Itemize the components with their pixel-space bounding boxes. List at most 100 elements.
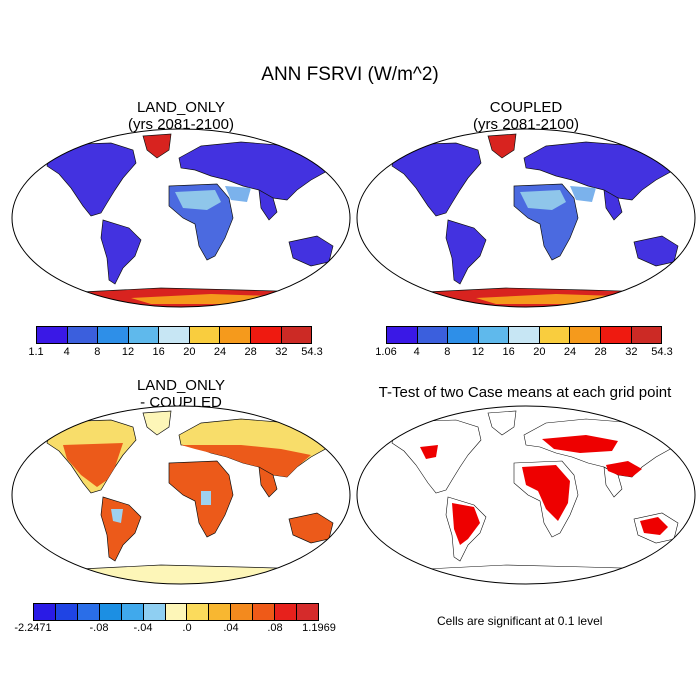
significant-cells-eurasia <box>542 435 618 453</box>
coupled-title-line2: (yrs 2081-2100) <box>473 116 579 133</box>
colorbar-tick-label: .0 <box>182 622 192 634</box>
colorbar-tick-label: 1.1 <box>28 346 44 358</box>
colorbar-swatch <box>121 604 144 620</box>
eurasia-landmass <box>178 141 330 201</box>
significant-cells-australia <box>640 517 668 535</box>
land-only-colorbar-labels: 1.1 4 8 12 16 20 24 28 32 54.3 <box>28 346 322 360</box>
south-america-landmass <box>100 496 142 562</box>
colorbar-swatch <box>67 327 99 343</box>
colorbar-swatch <box>37 327 68 343</box>
greenland-landmass <box>142 133 172 159</box>
colorbar-swatch <box>275 604 298 620</box>
arabia-region <box>570 186 596 202</box>
south-america-outline <box>445 496 487 562</box>
colorbar-swatch <box>281 327 312 343</box>
colorbar-swatch <box>448 327 479 343</box>
significant-cells-south-america <box>452 503 480 545</box>
difference-title-line1: LAND_ONLY <box>136 377 226 394</box>
colorbar-swatch <box>165 604 188 620</box>
colorbar-tick-label: 28 <box>244 346 257 358</box>
colorbar-tick-label: .04 <box>223 622 239 634</box>
colorbar-tick-label: 4 <box>63 346 70 358</box>
land-only-title: LAND_ONLY (yrs 2081-2100) <box>81 99 281 133</box>
significant-cells-south-asia <box>606 461 642 477</box>
north-america-south-region <box>63 443 123 487</box>
colorbar-tick-label: -.04 <box>133 622 153 634</box>
antarctica-inner-region <box>476 294 616 304</box>
africa-light-patch <box>201 491 211 505</box>
map-border <box>356 128 696 308</box>
land-only-colorbar <box>36 326 312 344</box>
colorbar-swatch <box>600 327 632 343</box>
colorbar-swatch <box>387 327 418 343</box>
north-america-landmass <box>46 142 137 217</box>
colorbar-tick-label: 12 <box>471 346 485 358</box>
south-america-landmass <box>100 219 142 285</box>
colorbar-swatch <box>187 604 210 620</box>
colorbar-tick-label: 20 <box>533 346 546 358</box>
map-border <box>11 405 351 585</box>
arabia-region <box>225 186 251 202</box>
map-background <box>357 406 695 584</box>
south-asia-landmass <box>258 189 278 221</box>
eurasia-south-region <box>181 445 311 477</box>
colorbar-swatch <box>509 327 540 343</box>
colorbar-tick-label: -.08 <box>89 622 109 634</box>
south-america-landmass <box>445 219 487 285</box>
colorbar-tick-label: 28 <box>594 346 607 358</box>
land-only-map <box>11 128 351 308</box>
colorbar-tick-label: 54.3 <box>651 346 673 358</box>
colorbar-tick-label: 1.06 <box>375 346 397 358</box>
colorbar-tick-label: 1.1969 <box>302 622 336 634</box>
colorbar-swatch <box>34 604 56 620</box>
colorbar-tick-label: 12 <box>121 346 135 358</box>
colorbar-swatch <box>231 604 254 620</box>
greenland-outline <box>487 410 517 436</box>
ttest-map <box>356 405 696 585</box>
eurasia-landmass <box>523 141 675 201</box>
colorbar-swatch <box>209 604 232 620</box>
sahara-region <box>175 190 221 210</box>
map-border <box>356 405 696 585</box>
colorbar-swatch <box>250 327 282 343</box>
land-only-title-line1: LAND_ONLY <box>136 99 226 116</box>
south-asia-landmass <box>603 189 623 221</box>
colorbar-swatch <box>297 604 318 620</box>
colorbar-tick-label: 4 <box>413 346 420 358</box>
south-america-light-patch <box>111 509 123 523</box>
colorbar-swatch <box>220 327 251 343</box>
figure-title: ANN FSRVI (W/m^2) <box>261 64 439 85</box>
colorbar-swatch <box>417 327 449 343</box>
land-only-title-line2: (yrs 2081-2100) <box>128 116 234 133</box>
colorbar-swatch <box>128 327 160 343</box>
colorbar-tick-label: 16 <box>502 346 515 358</box>
difference-colorbar-labels: -2.2471 -.08 -.04 .0 .04 .08 1.1969 <box>14 622 335 636</box>
colorbar-tick-label: 32 <box>625 346 638 358</box>
south-asia-landmass <box>258 466 278 498</box>
colorbar-swatch <box>159 327 190 343</box>
north-america-landmass <box>391 142 482 217</box>
colorbar-tick-label: 8 <box>94 346 101 358</box>
colorbar-tick-label: .08 <box>267 622 283 634</box>
colorbar-swatch <box>143 604 166 620</box>
colorbar-swatch <box>631 327 662 343</box>
significant-cells-africa <box>522 465 570 521</box>
ttest-title: T-Test of two Case means at each grid po… <box>378 384 672 401</box>
colorbar-swatch <box>253 604 276 620</box>
coupled-colorbar-labels: 1.06 4 8 12 16 20 24 28 32 54.3 <box>375 346 672 360</box>
colorbar-tick-label: 16 <box>152 346 165 358</box>
greenland-landmass <box>142 410 172 436</box>
colorbar-swatch <box>55 604 78 620</box>
colorbar-swatch <box>77 604 100 620</box>
difference-colorbar <box>33 603 319 621</box>
colorbar-swatch <box>478 327 510 343</box>
colorbar-tick-label: 24 <box>563 346 577 358</box>
north-america-outline <box>391 419 482 494</box>
colorbar-tick-label: 32 <box>275 346 288 358</box>
colorbar-swatch <box>539 327 571 343</box>
colorbar-tick-label: 8 <box>444 346 451 358</box>
colorbar-swatch <box>99 604 122 620</box>
difference-map <box>11 405 351 585</box>
colorbar-tick-label: 54.3 <box>301 346 323 358</box>
coupled-map <box>356 128 696 308</box>
